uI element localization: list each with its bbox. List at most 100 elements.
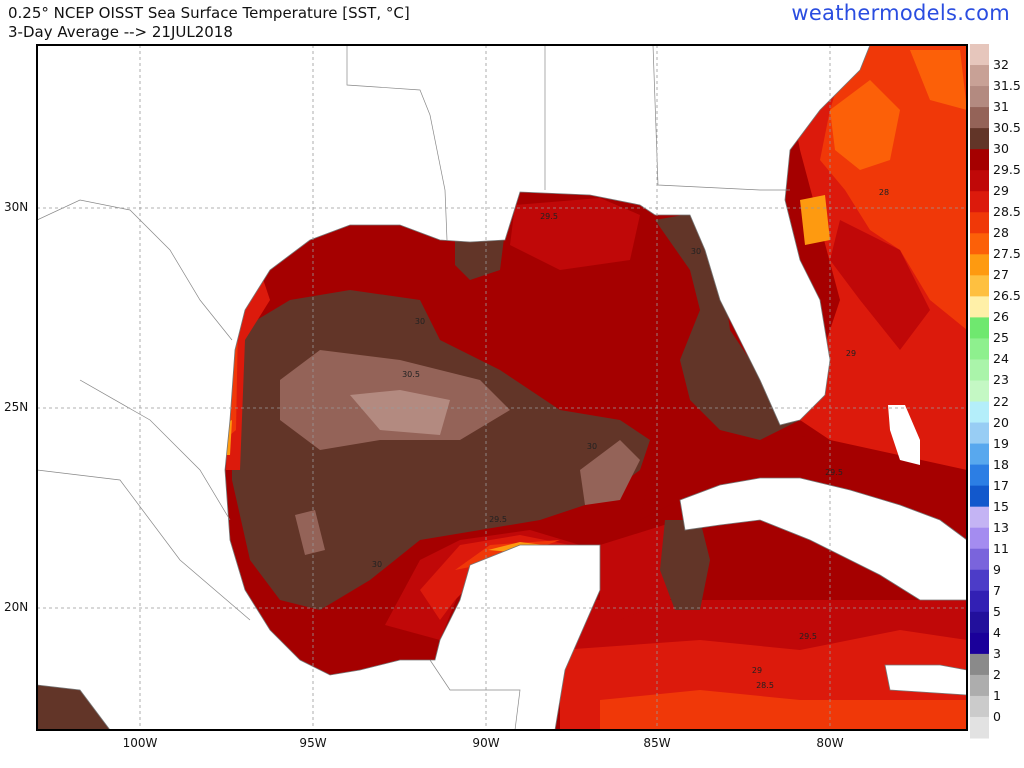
colorbar-swatch [970,338,989,360]
lon-label-90w: 90W [472,736,500,750]
colorbar-label: 3 [993,645,1001,661]
pacific-corner [37,685,110,730]
colorbar-label: 29 [993,183,1009,199]
brand-logo-text[interactable]: weathermodels.com [791,1,1010,25]
colorbar-label: 26.5 [993,288,1021,304]
colorbar-swatch [970,443,989,466]
colorbar-swatch [970,86,989,108]
colorbar-swatch [970,485,989,508]
colorbar-swatch [970,65,989,87]
colorbar-swatch [970,506,989,529]
colorbar-swatch [970,653,989,676]
colorbar-label: 1 [993,687,1001,703]
colorbar-label: 26 [993,309,1009,325]
colorbar-label: 22 [993,393,1009,409]
lat-label-20n: 20N [4,600,29,614]
colorbar-label: 28.5 [993,204,1021,220]
title-line: 0.25° NCEP OISST Sea Surface Temperature… [8,4,410,22]
cooler-patch-29 [510,198,640,270]
warm-pool-31 [350,390,450,435]
map-frame [36,44,968,731]
colorbar-swatch [970,695,989,718]
contour-label: 30 [372,560,382,569]
hispaniola-land [884,664,967,696]
colorbar-label: 9 [993,561,1001,577]
colorbar-swatch [970,317,989,339]
colorbar-swatch [970,674,989,697]
colorbar-label: 24 [993,351,1009,367]
map-title: 0.25° NCEP OISST Sea Surface Temperature… [8,4,410,42]
lat-label-30n: 30N [4,200,29,214]
colorbar-swatch [970,254,989,276]
colorbar-swatch [970,422,989,445]
colorbar-label: 25 [993,330,1009,346]
colorbar-swatch [970,548,989,571]
atlantic-orange-patch [800,195,830,245]
atlantic-orange-patch [830,80,900,170]
contour-label: 28.5 [756,681,774,690]
lon-label-100w: 100W [122,736,158,750]
colorbar-label: 5 [993,603,1001,619]
bahamas-land [888,405,920,465]
contour-label: 30 [691,247,701,256]
colorbar-label: 15 [993,498,1009,514]
colorbar-label: 31 [993,99,1009,115]
colorbar-swatch [970,191,989,213]
warm-pool-30-south [660,520,710,610]
grid-lines [37,45,967,730]
warm-pool-30-north [455,230,505,280]
colorbar-label: 13 [993,519,1009,535]
contour-label: 30 [415,317,425,326]
colorbar-label: 31.5 [993,78,1021,94]
colorbar-swatch [970,464,989,487]
colorbar-swatch [970,632,989,655]
colorbar-label: 18 [993,456,1009,472]
lon-label-95w: 95W [299,736,327,750]
colorbar-label: 17 [993,477,1009,493]
colorbar-swatch [970,380,989,403]
colorbar-swatch [970,296,989,318]
colorbar-label: 4 [993,624,1001,640]
contour-label: 30 [587,442,597,451]
cooler-patch-28-5 [420,535,570,620]
colorbar-label: 27 [993,267,1009,283]
colorbar-swatch [970,590,989,613]
colorbar [970,44,989,739]
contour-label: 29.5 [489,515,507,524]
subtitle-line: 3-Day Average --> 21JUL2018 [8,23,233,41]
colorbar-swatch [970,716,989,739]
colorbar-swatch [970,170,989,192]
colorbar-swatch [970,233,989,255]
atlantic-dark-patch [830,220,930,350]
north-america-land [37,45,871,730]
colorbar-swatch [970,44,989,66]
colorbar-label: 29.5 [993,162,1021,178]
cuba-land [679,477,967,601]
political-borders [37,45,790,730]
colorbar-label: 0 [993,708,1001,724]
colorbar-swatch [970,275,989,297]
contour-label: 29 [846,349,856,358]
contour-labels: 29.5 30 30 30.5 30 29.5 29.5 30 29 28 29.5 29 28.5 [372,188,889,690]
colorbar-swatch [970,149,989,171]
colorbar-label: 30 [993,141,1009,157]
contour-label: 29 [752,666,762,675]
contour-label: 29.5 [540,212,558,221]
contour-label: 29.5 [799,632,817,641]
colorbar-swatch [970,401,989,424]
contour-label: 29.5 [825,468,843,477]
colorbar-label: 11 [993,540,1009,556]
colorbar-swatch [970,359,989,381]
colorbar-label: 30.5 [993,120,1021,136]
colorbar-label: 19 [993,435,1009,451]
colorbar-label: 28 [993,225,1009,241]
contour-label: 30.5 [402,370,420,379]
colorbar-label: 32 [993,57,1009,73]
atlantic-orange-patch [910,50,967,110]
colorbar-label: 7 [993,582,1001,598]
colorbar-swatch [970,611,989,634]
lat-label-25n: 25N [4,400,29,414]
colorbar-label: 27.5 [993,246,1021,262]
warm-pool-30-5 [295,510,325,555]
